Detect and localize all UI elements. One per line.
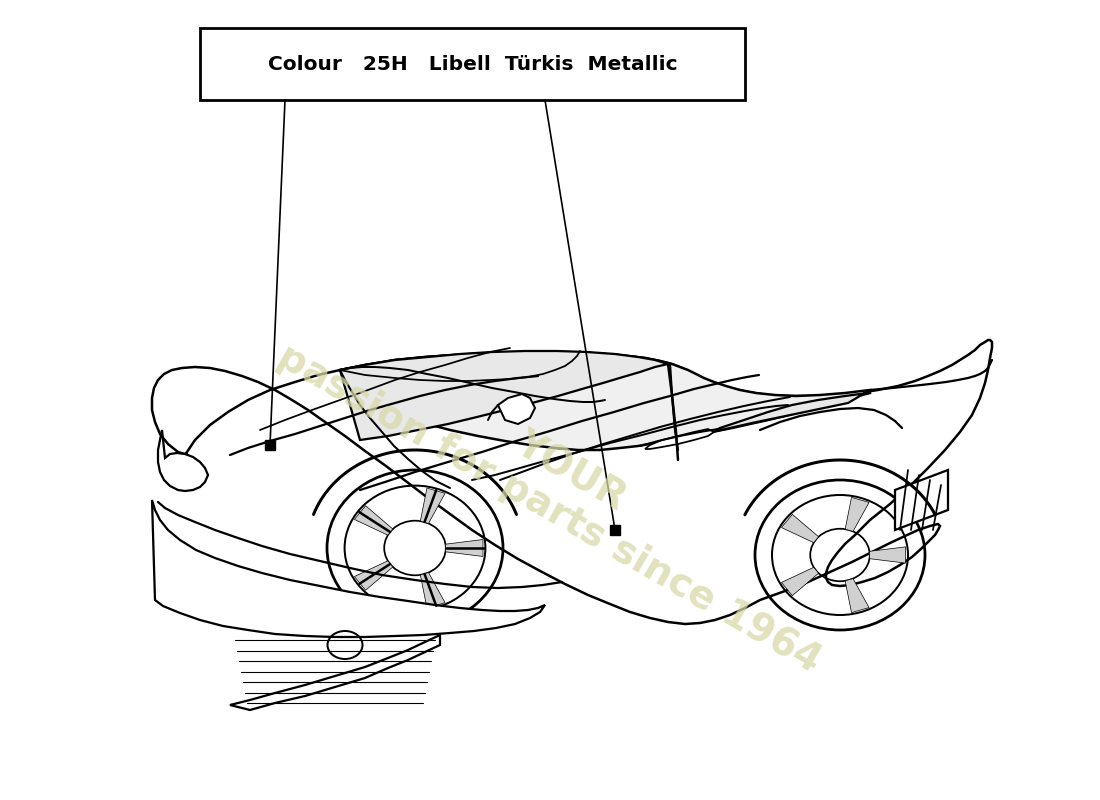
Polygon shape bbox=[420, 573, 446, 608]
Polygon shape bbox=[781, 567, 818, 596]
Polygon shape bbox=[895, 470, 948, 530]
Polygon shape bbox=[446, 539, 483, 557]
Polygon shape bbox=[498, 394, 535, 424]
Polygon shape bbox=[152, 500, 544, 637]
Polygon shape bbox=[869, 547, 905, 563]
Polygon shape bbox=[645, 429, 714, 449]
Polygon shape bbox=[230, 635, 440, 710]
Polygon shape bbox=[354, 506, 393, 535]
Polygon shape bbox=[420, 488, 446, 523]
Polygon shape bbox=[712, 390, 870, 432]
Text: YOUR
passion for parts since 1964: YOUR passion for parts since 1964 bbox=[271, 299, 849, 681]
Polygon shape bbox=[781, 514, 818, 542]
FancyBboxPatch shape bbox=[200, 28, 745, 100]
Polygon shape bbox=[845, 578, 869, 613]
Polygon shape bbox=[152, 340, 992, 624]
Polygon shape bbox=[340, 352, 870, 450]
Polygon shape bbox=[158, 430, 208, 491]
Polygon shape bbox=[340, 351, 668, 440]
Polygon shape bbox=[845, 498, 869, 531]
Polygon shape bbox=[354, 561, 393, 590]
Text: Colour   25H   Libell  Türkis  Metallic: Colour 25H Libell Türkis Metallic bbox=[267, 54, 678, 74]
